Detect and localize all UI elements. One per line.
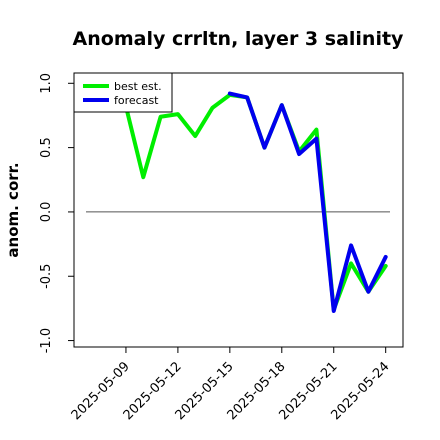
- legend-box: [73, 72, 173, 113]
- y-tick-label: -0.5: [39, 264, 54, 289]
- y-tick-label: 0.5: [39, 137, 54, 158]
- x-axis-ticks: 2025-05-092025-05-122025-05-152025-05-18…: [69, 347, 393, 423]
- y-tick-label: 0.0: [39, 202, 54, 223]
- series-layer: [106, 91, 388, 313]
- y-tick-label: 1.0: [39, 73, 54, 94]
- legend: best est. forecast: [73, 72, 173, 113]
- legend-label-best-est: best est.: [114, 80, 162, 93]
- chart-title: Anomaly crrltn, layer 3 salinity: [73, 28, 404, 50]
- y-axis-label: anom. corr.: [4, 162, 22, 257]
- legend-label-forecast: forecast: [114, 94, 159, 107]
- series-line-forecast: [227, 91, 388, 313]
- y-axis-ticks: -1.0 -0.5 0.0 0.5 1.0: [39, 73, 74, 353]
- y-tick-label: -1.0: [39, 328, 54, 353]
- plot-area: [73, 72, 404, 348]
